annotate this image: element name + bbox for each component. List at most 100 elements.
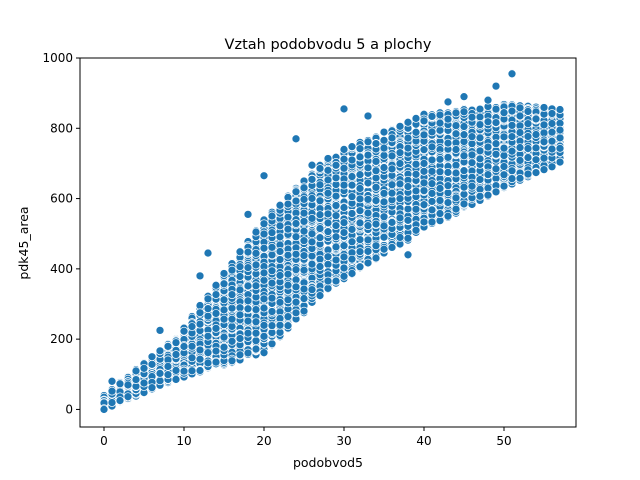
- data-point: [395, 159, 405, 168]
- data-point: [291, 187, 301, 197]
- data-point: [275, 271, 285, 280]
- data-point: [283, 269, 293, 279]
- data-point: [291, 282, 301, 292]
- data-point: [315, 164, 325, 173]
- data-point: [363, 258, 373, 268]
- data-point: [107, 398, 117, 407]
- data-point: [251, 248, 261, 258]
- data-point: [187, 322, 197, 331]
- data-point: [203, 358, 213, 368]
- data-point: [259, 219, 269, 229]
- data-point: [339, 241, 349, 251]
- data-point: [267, 211, 277, 221]
- data-point: [379, 143, 389, 153]
- data-point: [379, 127, 389, 137]
- data-point: [371, 183, 381, 192]
- data-point: [299, 226, 309, 236]
- data-point: [307, 285, 317, 294]
- data-point: [203, 311, 213, 321]
- data-point: [387, 218, 397, 227]
- data-point: [339, 228, 349, 237]
- data-point: [395, 179, 405, 189]
- data-point: [219, 269, 229, 278]
- data-point: [323, 188, 333, 198]
- data-point: [331, 160, 341, 170]
- data-point: [339, 145, 349, 154]
- data-point: [323, 154, 333, 163]
- data-point: [195, 345, 205, 355]
- data-point: [155, 376, 165, 386]
- data-point: [203, 304, 213, 313]
- data-point: [259, 303, 269, 313]
- data-point: [395, 194, 405, 204]
- data-point: [339, 263, 349, 273]
- data-point: [347, 142, 357, 151]
- data-point: [411, 225, 421, 235]
- data-point: [267, 228, 277, 238]
- data-point: [195, 301, 205, 310]
- data-point: [371, 157, 381, 166]
- data-point: [403, 117, 413, 127]
- data-point: [387, 133, 397, 143]
- data-point: [275, 221, 285, 231]
- data-point: [339, 180, 349, 190]
- data-point: [347, 180, 357, 190]
- data-point: [283, 199, 293, 209]
- data-point: [347, 172, 357, 181]
- data-point: [331, 201, 341, 210]
- data-point: [363, 150, 373, 160]
- data-point: [227, 265, 237, 275]
- data-point: [227, 336, 237, 346]
- data-point: [371, 241, 381, 251]
- data-point: [259, 331, 269, 341]
- data-point: [347, 237, 357, 247]
- data-point: [339, 271, 349, 281]
- data-point: [235, 262, 245, 272]
- data-point: [227, 314, 237, 324]
- data-point: [195, 366, 205, 375]
- data-point: [275, 200, 285, 210]
- data-point: [203, 331, 213, 341]
- data-point: [107, 386, 117, 396]
- data-point: [299, 217, 309, 226]
- data-point: [291, 219, 301, 228]
- data-point: [267, 266, 277, 276]
- data-point: [363, 235, 373, 245]
- data-point: [315, 233, 325, 243]
- data-point: [259, 348, 269, 358]
- data-point: [355, 218, 365, 228]
- data-point: [371, 166, 381, 176]
- data-point: [259, 275, 269, 285]
- data-point: [235, 272, 245, 281]
- data-point: [331, 232, 341, 242]
- data-point: [227, 303, 237, 313]
- data-point: [243, 296, 253, 306]
- data-point: [411, 204, 421, 214]
- data-point: [379, 163, 389, 172]
- data-point: [371, 253, 381, 263]
- data-point: [379, 136, 389, 145]
- data-point: [347, 192, 357, 201]
- data-point: [331, 173, 341, 183]
- data-point: [139, 378, 149, 388]
- data-point: [275, 232, 285, 242]
- data-point: [323, 252, 333, 262]
- data-point: [395, 121, 405, 131]
- data-point: [395, 233, 405, 242]
- data-point: [187, 353, 197, 363]
- data-point: [251, 317, 261, 327]
- data-point: [235, 247, 245, 257]
- data-point: [211, 346, 221, 356]
- data-point: [387, 164, 397, 174]
- data-point: [403, 233, 413, 243]
- data-point: [299, 284, 309, 294]
- data-point: [323, 218, 333, 228]
- data-point: [379, 232, 389, 242]
- data-point: [363, 137, 373, 147]
- data-point: [211, 280, 221, 290]
- data-point: [331, 255, 341, 265]
- data-point: [379, 151, 389, 160]
- data-point: [347, 254, 357, 264]
- data-point: [315, 210, 325, 220]
